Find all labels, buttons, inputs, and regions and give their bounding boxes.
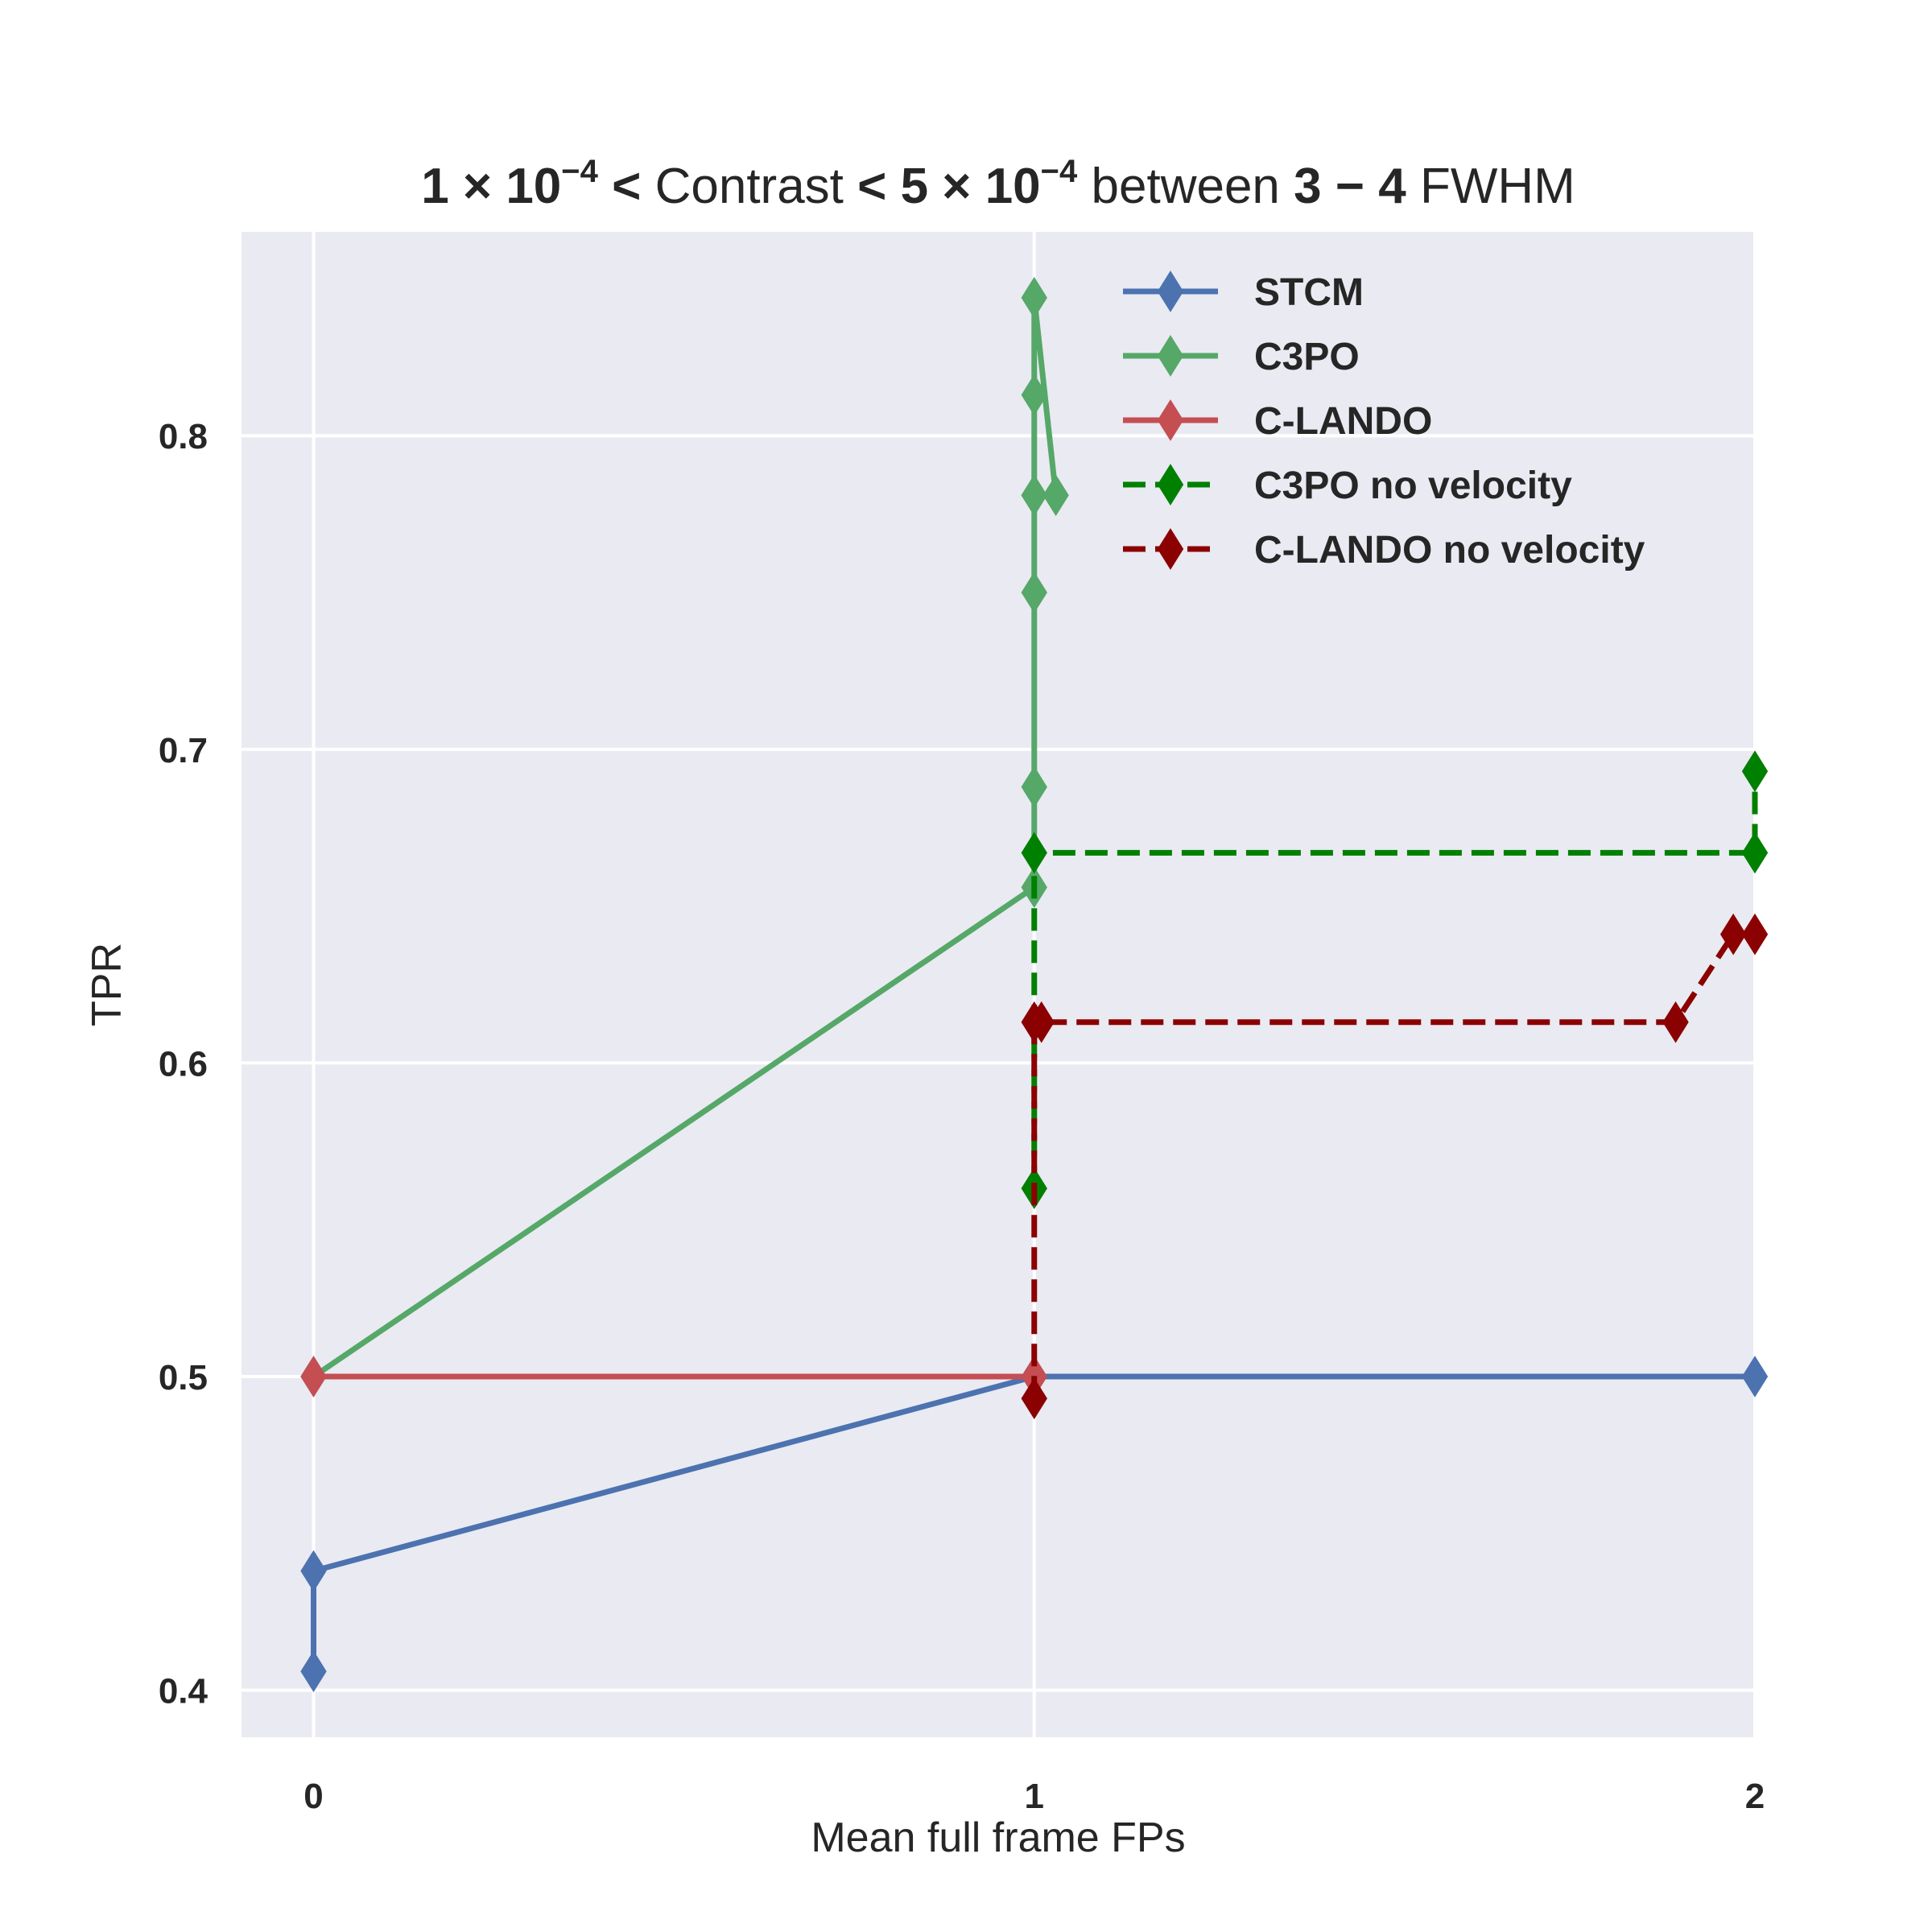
legend-label: STCM [1254, 271, 1364, 314]
data-point-c-lando-no-velocity [1021, 1377, 1047, 1420]
legend-swatch-marker [1157, 399, 1184, 441]
y-tick-label: 0.6 [159, 1044, 208, 1084]
title-part: 3 − 4 [1294, 159, 1406, 214]
legend-label: C3PO [1254, 336, 1360, 378]
y-tick-label: 0.4 [159, 1672, 208, 1711]
chart-title: 1 × 10−4 < Contrast < 5 × 10−4 between 3… [421, 154, 1575, 214]
data-point-stcm [300, 1550, 327, 1592]
data-point-stcm [300, 1650, 327, 1693]
title-part: −4 [1041, 154, 1078, 189]
legend-entry-c-lando: C-LANDO [1123, 399, 1432, 443]
legend-label: C3PO no velocity [1254, 464, 1572, 507]
legend-swatch-marker [1157, 270, 1184, 312]
series-stcm [300, 1356, 1769, 1693]
data-point-c-lando-no-velocity [1662, 1001, 1689, 1043]
series-c-lando-no-velocity [1021, 913, 1769, 1420]
legend-label: C-LANDO no velocity [1254, 529, 1645, 572]
title-part: Contrast [655, 159, 844, 214]
legend-swatch-marker [1157, 335, 1184, 377]
title-part: < 5 × 10 [844, 159, 1041, 214]
data-point-c3po [1042, 474, 1069, 517]
title-part: FWHM [1406, 159, 1575, 214]
y-tick-label: 0.8 [159, 417, 208, 456]
legend-label: C-LANDO [1254, 400, 1432, 443]
data-point-c3po-no-velocity [1741, 832, 1769, 874]
data-point-c-lando-no-velocity [1719, 913, 1747, 956]
data-point-c3po [1021, 766, 1047, 808]
y-tick-label: 0.5 [159, 1358, 208, 1397]
data-point-c3po [1021, 374, 1047, 416]
data-point-stcm [1741, 1356, 1769, 1397]
data-point-c3po [1021, 276, 1047, 319]
series-line-stcm [311, 1373, 1755, 1672]
data-point-c-lando-no-velocity [1028, 1001, 1055, 1043]
plot-area [242, 232, 1755, 1737]
title-part: < [598, 159, 655, 214]
data-point-c3po-no-velocity [1021, 832, 1047, 874]
x-tick-label: 1 [1025, 1777, 1044, 1816]
y-axis-label: TPR [84, 943, 130, 1026]
data-point-c-lando-no-velocity [1741, 913, 1769, 956]
legend-swatch-marker [1157, 464, 1184, 506]
data-point-c-lando [300, 1356, 327, 1397]
legend-entry-stcm: STCM [1123, 270, 1364, 314]
legend: STCM C3PO C-LANDO C3PO no velocity C-LANDO n… [1123, 270, 1645, 572]
data-point-c3po [1021, 572, 1047, 613]
legend-entry-c3po-no-velocity: C3PO no velocity [1123, 464, 1572, 507]
x-tick-label: 0 [303, 1777, 323, 1816]
title-part: −4 [561, 154, 598, 189]
x-axis-label: Mean full frame FPs [811, 1814, 1185, 1861]
legend-entry-c3po: C3PO [1123, 335, 1360, 378]
y-tick-label: 0.7 [159, 731, 208, 770]
x-tick-label: 2 [1745, 1777, 1765, 1816]
data-point-c3po-no-velocity [1741, 750, 1769, 792]
tick-labels: 0 1 2 0.4 0.5 0.6 0.7 0.8 [159, 417, 1765, 1816]
legend-swatch-marker [1157, 528, 1184, 570]
title-part: between [1077, 159, 1294, 214]
series-layer [300, 276, 1769, 1693]
title-part: 1 × 10 [421, 159, 561, 214]
legend-entry-c-lando-no-velocity: C-LANDO no velocity [1123, 528, 1645, 572]
data-point-c3po [1021, 474, 1047, 517]
